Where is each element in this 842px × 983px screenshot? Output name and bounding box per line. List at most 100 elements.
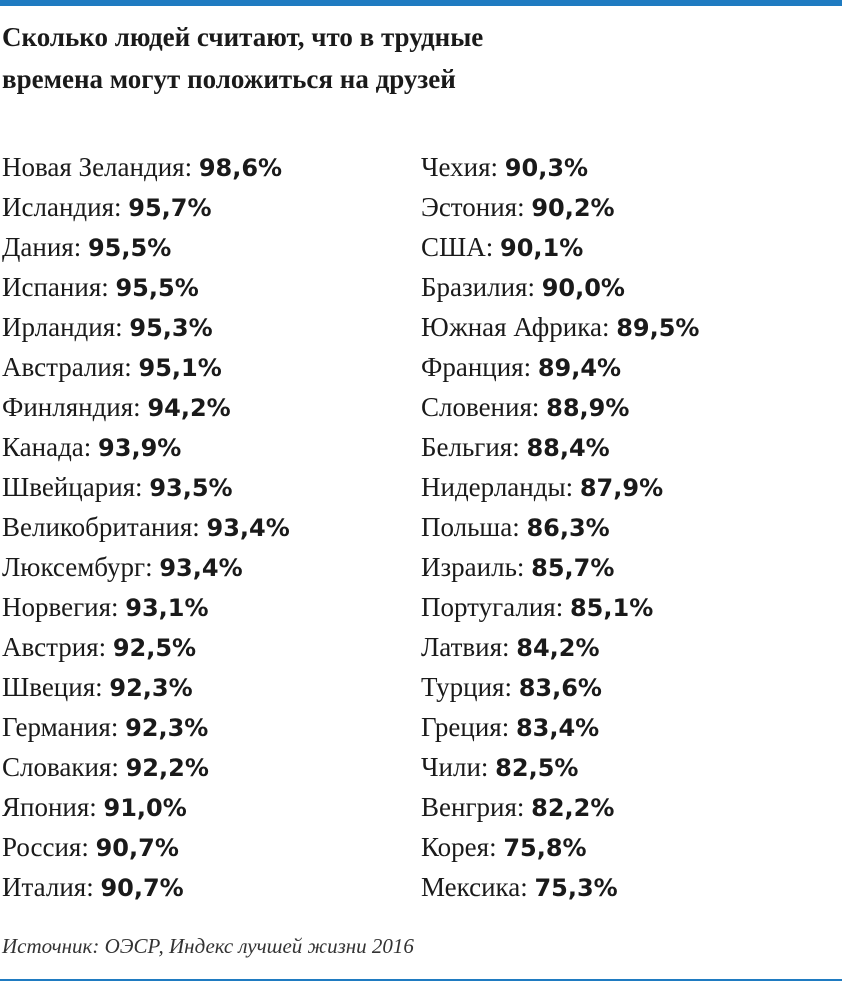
entry: Исландия: 95,7% [2,188,290,228]
entry: Франция: 89,4% [421,348,699,388]
country: Дания: [2,232,82,262]
share: 89,4% [537,354,622,382]
entry: Греция: 83,4% [421,708,699,748]
share: 83,4% [515,714,600,742]
country: Швеция: [2,672,103,702]
share: 93,4% [206,514,290,542]
country: Люксембург: [2,552,153,582]
share: 75,8% [503,834,587,862]
share: 91,0% [103,794,187,822]
share: 95,3% [129,314,213,342]
country: Испания: [2,272,109,302]
title-line: времена могут положиться на друзей [2,64,456,94]
country: Чили: [421,752,489,782]
share: 93,9% [98,434,182,462]
entry: Испания: 95,5% [2,268,290,308]
share: 92,3% [125,714,209,742]
country: Греция: [421,712,510,742]
share: 86,3% [526,514,610,542]
entry: Бельгия: 88,4% [421,428,699,468]
country: Мексика: [421,872,528,902]
country: Португалия: [421,592,564,622]
top-rule [0,0,842,6]
share: 98,6% [198,154,283,182]
entry: Япония: 91,0% [2,788,290,828]
country: Бельгия: [421,432,520,462]
share: 92,5% [112,634,197,662]
entry: Бразилия: 90,0% [421,268,699,308]
entry: Чехия: 90,3% [421,148,699,188]
share: 88,9% [546,394,630,422]
entry: Россия: 90,7% [2,828,290,868]
entry: Италия: 90,7% [2,868,290,908]
share: 82,2% [531,794,615,822]
share: 92,3% [109,674,193,702]
country: Германия: [2,712,119,742]
share: 90,2% [531,194,615,222]
country: Чехия: [421,152,499,182]
share: 95,5% [87,234,172,262]
share: 93,1% [125,594,209,622]
entry: Норвегия: 93,1% [2,588,290,628]
country: Ирландия: [2,312,123,342]
share: 92,2% [125,754,209,782]
entry: Люксембург: 93,4% [2,548,290,588]
share: 93,4% [159,554,243,582]
country: Франция: [421,352,532,382]
share: 95,1% [138,354,222,382]
share: 94,2% [147,394,231,422]
entry: Великобритания: 93,4% [2,508,290,548]
share: 95,7% [128,194,212,222]
country: Великобритания: [2,512,200,542]
entry: Турция: 83,6% [421,668,699,708]
entry: США: 90,1% [421,228,699,268]
entry: Ирландия: 95,3% [2,308,290,348]
entry: Израиль: 85,7% [421,548,699,588]
share: 82,5% [495,754,579,782]
share: 90,0% [541,274,625,302]
entry: Чили: 82,5% [421,748,699,788]
entry: Австралия: 95,1% [2,348,290,388]
country: Словения: [421,392,540,422]
entry: Корея: 75,8% [421,828,699,868]
country: Канада: [2,432,92,462]
source: Источник: ОЭСР, Индекс лучшей жизни 2016 [2,934,414,958]
country: Япония: [2,792,97,822]
country: Россия: [2,832,89,862]
entry: Словакия: 92,2% [2,748,290,788]
bottom-rule [0,979,842,981]
share: 90,1% [500,234,584,262]
entry: Португалия: 85,1% [421,588,699,628]
entry: Финляндия: 94,2% [2,388,290,428]
share: 90,3% [504,154,589,182]
country: Словакия: [2,752,119,782]
country: Финляндия: [2,392,141,422]
country: Исландия: [2,192,122,222]
share: 89,5% [616,314,700,342]
country: Швейцария: [2,472,143,502]
entry: Южная Африка: 89,5% [421,308,699,348]
country: Израиль: [421,552,525,582]
share: 90,7% [100,874,184,902]
entry: Германия: 92,3% [2,708,290,748]
title: Сколько людей считают, что в трудные вре… [2,16,483,100]
share: 88,4% [526,434,610,462]
entry: Венгрия: 82,2% [421,788,699,828]
share: 85,7% [531,554,615,582]
country: Венгрия: [421,792,525,822]
country: Норвегия: [2,592,119,622]
share: 84,2% [516,634,600,662]
title-line: Сколько людей считают, что в трудные [2,22,484,52]
share: 95,5% [115,274,199,302]
country: Турция: [421,672,512,702]
country: Латвия: [421,632,510,662]
country: Эстония: [421,192,525,222]
entry: Нидерланды: 87,9% [421,468,699,508]
country: Новая Зеландия: [2,152,193,182]
entry: Швейцария: 93,5% [2,468,290,508]
column: Новая Зеландия: 98,6% Исландия: 95,7% Дани… [2,148,290,908]
share: 87,9% [579,474,664,502]
entry: Латвия: 84,2% [421,628,699,668]
